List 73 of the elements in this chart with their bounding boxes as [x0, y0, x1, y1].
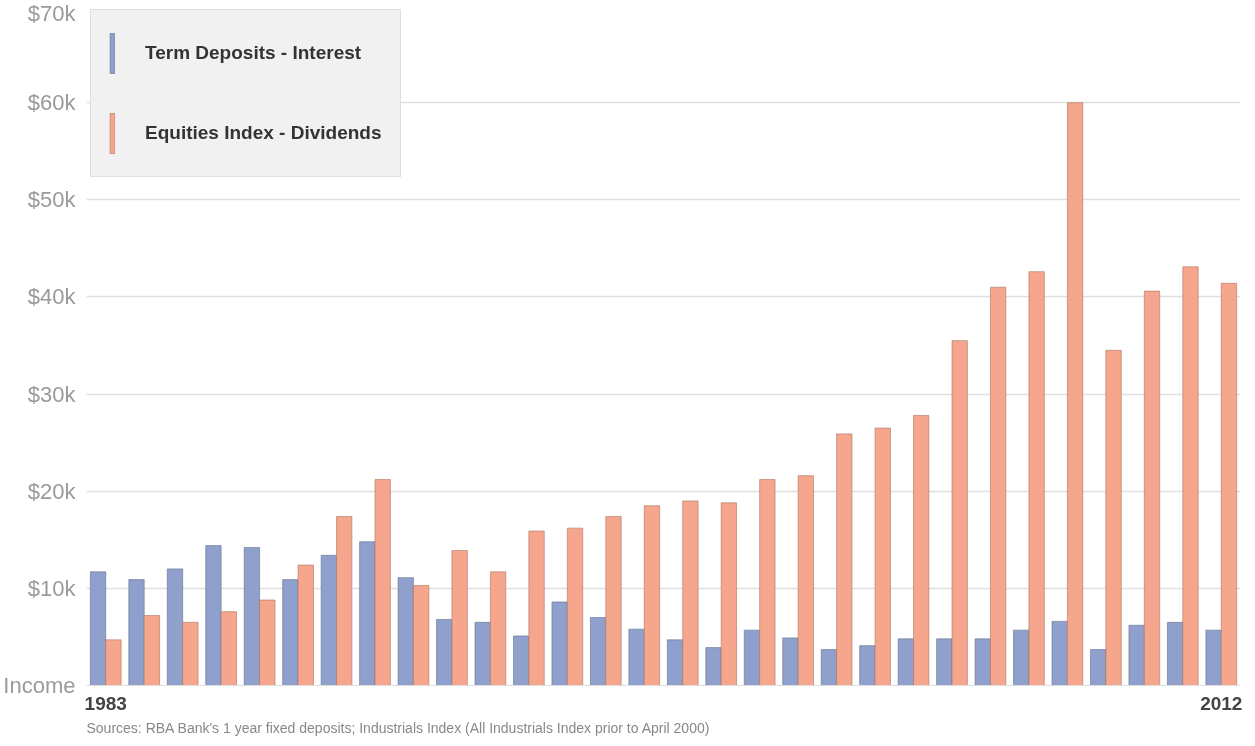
- bar: [259, 599, 276, 686]
- bar: [1205, 629, 1222, 686]
- bar: [605, 515, 622, 686]
- bar: [412, 584, 430, 686]
- bar: [628, 628, 645, 686]
- bar: [474, 621, 491, 686]
- bar: [512, 635, 530, 686]
- bar: [320, 554, 338, 686]
- bar: [397, 577, 414, 686]
- bar: [1166, 621, 1184, 686]
- y-tick-label: $10k: [27, 575, 77, 601]
- y-tick-label: $60k: [27, 90, 77, 116]
- bar: [974, 638, 991, 686]
- bar: [589, 617, 607, 686]
- bar: [836, 433, 853, 686]
- bar: [1182, 266, 1199, 686]
- bar: [989, 286, 1007, 686]
- bar: [451, 549, 468, 686]
- bar: [743, 629, 761, 686]
- bar: [243, 547, 261, 686]
- bar: [782, 637, 799, 686]
- bar: [1066, 102, 1084, 686]
- y-tick-label: Income: [3, 673, 76, 698]
- bar: [282, 579, 299, 686]
- bar: [143, 615, 161, 686]
- bar: [1220, 282, 1238, 686]
- bar: [874, 427, 891, 686]
- bar: [166, 568, 184, 686]
- bar: [436, 618, 453, 686]
- bar: [666, 639, 684, 686]
- x-tick-label: 1983: [84, 692, 127, 714]
- bar: [336, 515, 353, 686]
- y-tick-label: $70k: [27, 0, 77, 26]
- legend-label: Equities Index - Dividends: [145, 122, 382, 144]
- source-note: Sources: RBA Bank's 1 year fixed deposits; Industrials Index (All Industrials Index prior to April 2000): [86, 719, 710, 736]
- bar: [820, 649, 838, 686]
- bar: [897, 638, 915, 686]
- bar: [1089, 649, 1107, 686]
- y-tick-label: $20k: [27, 478, 77, 504]
- x-tick-label: 2012: [1200, 692, 1243, 714]
- bar: [205, 545, 222, 686]
- bar: [951, 340, 968, 686]
- bar: [182, 621, 199, 686]
- legend-label: Term Deposits - Interest: [145, 42, 362, 64]
- bar: [359, 541, 376, 686]
- bar: [1051, 620, 1068, 686]
- bar: [913, 414, 930, 686]
- bar: [682, 500, 699, 686]
- bar: [643, 505, 661, 686]
- y-tick-label: $40k: [27, 284, 77, 310]
- bar: [859, 645, 876, 686]
- bar: [220, 611, 238, 686]
- bar: [128, 579, 145, 686]
- bar: [297, 564, 314, 686]
- bar: [1028, 271, 1045, 686]
- bar: [374, 479, 391, 686]
- bar: [1013, 629, 1030, 686]
- bar: [566, 527, 584, 686]
- y-tick-label: $30k: [27, 381, 77, 407]
- bar: [528, 530, 545, 686]
- y-tick-label: $50k: [27, 187, 77, 213]
- bar: [759, 479, 776, 686]
- bar: [936, 638, 953, 686]
- bar: [89, 571, 107, 686]
- bar: [705, 647, 722, 686]
- bar: [720, 502, 738, 686]
- bar: [1128, 624, 1145, 686]
- bar: [489, 571, 507, 686]
- bar: [1143, 290, 1161, 686]
- bar: [105, 639, 122, 686]
- bar: [1105, 349, 1122, 686]
- bar: [797, 475, 815, 686]
- bar: [551, 601, 568, 686]
